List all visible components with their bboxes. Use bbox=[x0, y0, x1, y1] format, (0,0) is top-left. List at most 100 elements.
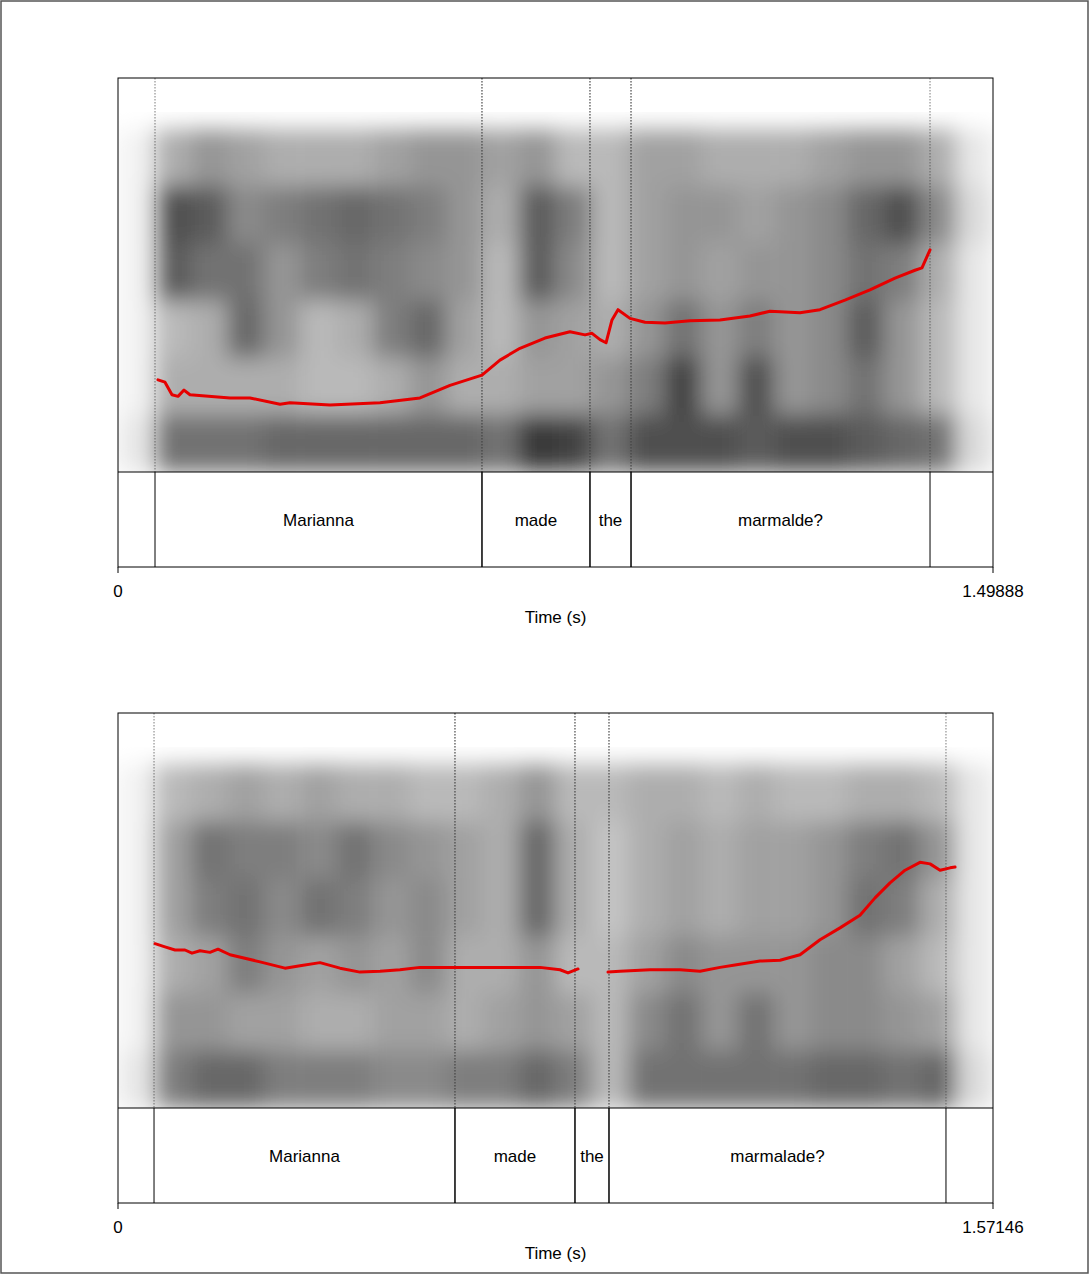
spectrogram-cell bbox=[701, 243, 738, 301]
spectrogram-cell bbox=[847, 301, 884, 359]
spectrogram-cell bbox=[556, 129, 593, 187]
spectrogram-cell bbox=[154, 415, 191, 472]
boundary bbox=[631, 472, 632, 567]
spectrogram-cell bbox=[483, 879, 520, 937]
spectrogram-cell bbox=[592, 822, 629, 880]
panel: Mariannamadethemarmalde?01.49888Time (s) bbox=[113, 78, 1023, 627]
boundary bbox=[589, 472, 590, 567]
spectrogram-cell bbox=[701, 822, 738, 880]
spectrogram-cell bbox=[191, 243, 228, 301]
spectrogram-cell bbox=[957, 129, 993, 187]
spectrogram-cell bbox=[774, 301, 811, 359]
spectrogram-cell bbox=[628, 415, 665, 472]
spectrogram-cell bbox=[337, 822, 374, 880]
spectrogram-cell bbox=[373, 358, 410, 416]
interval-label: marmalade? bbox=[730, 1147, 825, 1166]
spectrogram-cell bbox=[446, 243, 483, 301]
spectrogram-cell bbox=[665, 993, 702, 1051]
spectrogram-cell bbox=[774, 764, 811, 822]
spectrogram-cell bbox=[665, 415, 702, 472]
spectrogram-cell bbox=[373, 186, 410, 244]
interval-label: marmalde? bbox=[738, 511, 823, 530]
spectrogram-cell bbox=[191, 415, 228, 472]
spectrogram-cell bbox=[519, 936, 556, 994]
boundary bbox=[454, 1108, 455, 1203]
spectrogram-cell bbox=[154, 301, 191, 359]
spectrogram-cell bbox=[592, 186, 629, 244]
spectrogram-cell bbox=[300, 358, 337, 416]
spectrogram-cell bbox=[592, 879, 629, 937]
spectrogram-cell bbox=[337, 1051, 374, 1108]
spectrogram-cell bbox=[920, 301, 957, 359]
spectrogram-cell bbox=[920, 243, 957, 301]
interval-label: Marianna bbox=[283, 511, 354, 530]
spectrogram-cell bbox=[118, 243, 155, 301]
spectrogram-cell bbox=[701, 764, 738, 822]
spectrogram-cell bbox=[628, 879, 665, 937]
x-tick-label: 1.57146 bbox=[962, 1218, 1023, 1237]
spectrogram-cell bbox=[847, 822, 884, 880]
spectrogram-cell bbox=[884, 301, 921, 359]
frame bbox=[118, 78, 993, 567]
spectrogram-clip bbox=[118, 129, 993, 472]
spectrogram-cell bbox=[300, 879, 337, 937]
spectrogram-cell bbox=[884, 1051, 921, 1108]
spectrogram-cell bbox=[446, 301, 483, 359]
spectrogram-cell bbox=[227, 301, 264, 359]
x-tick-label: 1.49888 bbox=[962, 582, 1023, 601]
boundary-dotted bbox=[481, 78, 482, 472]
spectrogram-cell bbox=[264, 186, 301, 244]
boundary bbox=[574, 1108, 575, 1203]
pitch-line bbox=[155, 862, 955, 973]
spectrogram-cell bbox=[628, 358, 665, 416]
spectrogram-cell bbox=[300, 1051, 337, 1108]
boundary-dotted bbox=[481, 78, 482, 472]
spectrogram-cell bbox=[774, 879, 811, 937]
spectrogram-cell bbox=[483, 358, 520, 416]
spectrogram-cell bbox=[592, 993, 629, 1051]
spectrogram-cell bbox=[811, 186, 848, 244]
spectrogram-cell bbox=[483, 186, 520, 244]
spectrogram-cell bbox=[738, 243, 775, 301]
spectrogram-cell bbox=[191, 993, 228, 1051]
spectrogram-cell bbox=[701, 301, 738, 359]
x-tick bbox=[118, 1203, 119, 1209]
spectrogram-cell bbox=[957, 764, 993, 822]
spectrogram-cell bbox=[665, 936, 702, 994]
spectrogram-cell bbox=[665, 764, 702, 822]
spectrogram-cell bbox=[227, 129, 264, 187]
spectrogram-cell bbox=[519, 822, 556, 880]
spectrogram-cell bbox=[118, 415, 155, 472]
spectrogram-cell bbox=[227, 936, 264, 994]
boundary bbox=[155, 472, 156, 567]
boundary-dotted bbox=[589, 78, 590, 472]
interval-label: made bbox=[515, 511, 558, 530]
spectrogram-cell bbox=[957, 822, 993, 880]
spectrogram-cell bbox=[337, 879, 374, 937]
boundary bbox=[608, 1108, 609, 1203]
spectrogram-cell bbox=[191, 186, 228, 244]
spectrogram-cell bbox=[920, 358, 957, 416]
boundary-dotted bbox=[574, 713, 575, 1108]
interval-label: the bbox=[599, 511, 623, 530]
spectrogram-cell bbox=[847, 186, 884, 244]
spectrogram-cell bbox=[920, 879, 957, 937]
boundary-dotted bbox=[608, 713, 609, 1108]
spectrogram-cell bbox=[373, 764, 410, 822]
boundary bbox=[589, 472, 590, 567]
spectrogram-cell bbox=[519, 243, 556, 301]
boundary-dotted bbox=[574, 713, 575, 1108]
spectrogram-cell bbox=[884, 186, 921, 244]
spectrogram-cell bbox=[264, 764, 301, 822]
spectrogram-cell bbox=[446, 993, 483, 1051]
x-tick-label: 0 bbox=[113, 1218, 122, 1237]
spectrogram-cell bbox=[665, 822, 702, 880]
frame bbox=[118, 713, 993, 1203]
outer-border bbox=[1, 1, 1088, 1273]
spectrogram-cell bbox=[410, 129, 447, 187]
figure: Mariannamadethemarmalde?01.49888Time (s)… bbox=[0, 0, 1089, 1274]
spectrogram-cell bbox=[337, 764, 374, 822]
spectrogram-cell bbox=[774, 1051, 811, 1108]
tier-line bbox=[118, 1108, 993, 1109]
boundaries bbox=[154, 713, 946, 1203]
